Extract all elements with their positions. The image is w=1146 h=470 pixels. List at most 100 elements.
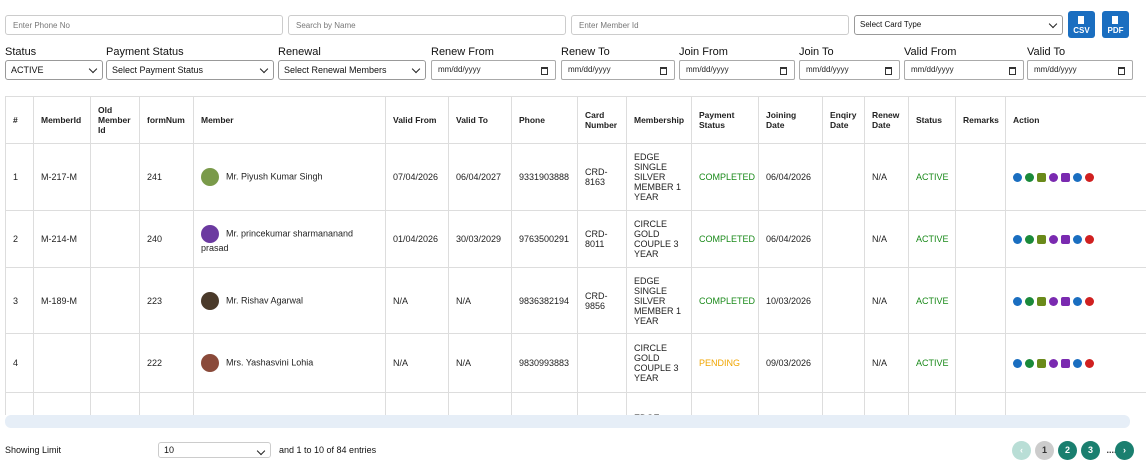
page-button[interactable]: .... [1106, 445, 1117, 455]
column-header: Valid To [448, 96, 512, 144]
action-icon[interactable] [1049, 235, 1058, 245]
action-icon[interactable] [1013, 235, 1022, 245]
table-cell: N/A [864, 267, 909, 334]
table-cell: 240 [139, 210, 194, 268]
table-cell: 3 [5, 267, 34, 334]
table-cell [691, 392, 759, 415]
filter-select[interactable]: Select Payment Status [106, 60, 274, 80]
column-header: Membership [626, 96, 692, 144]
column-header: Old Member Id [90, 96, 140, 144]
date-input[interactable]: mm/dd/yyyy [1027, 60, 1133, 80]
table-cell: 10/03/2026 [758, 267, 823, 334]
table-cell: CIRCLE GOLD COUPLE 3 YEAR [626, 210, 692, 268]
action-icon[interactable] [1061, 235, 1070, 245]
filter-label: Status [5, 46, 37, 58]
action-icon[interactable] [1073, 359, 1082, 369]
table-cell: 2 [5, 210, 34, 268]
cell-text: 3 [13, 295, 19, 306]
table-container: # MemberId Old Member Id formNum Member Valid… [5, 96, 1146, 415]
table-cell [822, 143, 865, 211]
phone-input[interactable]: Enter Phone No [5, 15, 283, 35]
action-cell [1005, 267, 1146, 334]
date-input[interactable]: mm/dd/yyyy [799, 60, 900, 80]
action-icon[interactable] [1073, 235, 1082, 245]
member-name: Mr. princekumar sharmananand prasad [201, 228, 354, 253]
action-icon[interactable] [1037, 173, 1046, 183]
table-cell: N/A [448, 333, 512, 393]
action-icon[interactable] [1025, 296, 1034, 306]
action-icon[interactable] [1073, 296, 1082, 306]
action-icon[interactable] [1085, 235, 1094, 245]
table-cell: M-214-M [33, 210, 91, 268]
action-icon[interactable] [1061, 173, 1070, 183]
cell-text: N/A [872, 358, 888, 368]
table-cell: CIRCLE GOLD COUPLE 3 YEAR [626, 333, 692, 393]
action-icon[interactable] [1061, 296, 1070, 306]
action-icon[interactable] [1013, 296, 1022, 306]
cell-text: 2 [13, 234, 19, 244]
scrollbar[interactable] [5, 415, 1130, 428]
action-icon[interactable] [1049, 173, 1058, 183]
table-cell: 9830993883 [511, 333, 578, 393]
cell-text: M-217-M [41, 172, 78, 182]
pdf-button[interactable]: PDF [1102, 11, 1129, 38]
next-page[interactable]: › [1115, 441, 1134, 460]
members-table: # MemberId Old Member Id formNum Member Valid… [5, 96, 1146, 415]
card-type-select[interactable]: Select Card Type [854, 15, 1063, 35]
action-icon[interactable] [1049, 359, 1058, 369]
table-cell [90, 333, 140, 393]
cell-text: ACTIVE [916, 358, 949, 368]
action-icon[interactable] [1037, 359, 1046, 369]
action-icon[interactable] [1037, 235, 1046, 245]
date-input[interactable]: mm/dd/yyyy [904, 60, 1024, 80]
cell-text: N/A [872, 295, 888, 306]
action-icon[interactable] [1085, 359, 1094, 369]
cell-text: N/A [393, 295, 409, 306]
filter-select[interactable]: Select Renewal Members [278, 60, 426, 80]
table-cell: M-217-M [33, 143, 91, 211]
action-icon[interactable] [1037, 296, 1046, 306]
page-button[interactable]: 1 [1035, 441, 1054, 460]
table-cell [511, 392, 578, 415]
date-input[interactable]: mm/dd/yyyy [561, 60, 675, 80]
cell-text: 1 [13, 172, 19, 182]
action-icon[interactable] [1025, 235, 1034, 245]
page-button[interactable]: 2 [1058, 441, 1077, 460]
table-cell [955, 392, 1006, 415]
action-icon[interactable] [1061, 359, 1070, 369]
action-icon[interactable] [1025, 173, 1034, 183]
action-icon[interactable] [1049, 296, 1058, 306]
column-header: Renew Date [864, 96, 909, 144]
prev-page[interactable]: ‹ [1012, 441, 1031, 460]
table-cell [955, 333, 1006, 393]
table-cell: ACTIVE [908, 143, 956, 211]
column-header: Enqiry Date [822, 96, 865, 144]
action-icon[interactable] [1013, 359, 1022, 369]
date-input[interactable]: mm/dd/yyyy [431, 60, 556, 80]
date-input[interactable]: mm/dd/yyyy [679, 60, 795, 80]
cell-text: 07/04/2026 [393, 172, 439, 182]
cell-text: CIRCLE GOLD COUPLE 3 YEAR [634, 219, 679, 259]
limit-select[interactable]: 10 [158, 442, 271, 458]
action-icon[interactable] [1013, 173, 1022, 183]
table-row: CRD- EDGE SILVER [5, 392, 1146, 415]
action-icon[interactable] [1073, 173, 1082, 183]
action-icon[interactable] [1025, 359, 1034, 369]
filter-select[interactable]: ACTIVE [5, 60, 103, 80]
column-header: Card Number [577, 96, 627, 144]
table-cell: 07/04/2026 [385, 143, 449, 211]
cell-text: 240 [147, 234, 163, 244]
member-id-input[interactable]: Enter Member Id [571, 15, 849, 35]
table-cell: 223 [139, 267, 194, 334]
csv-button[interactable]: CSV [1068, 11, 1095, 38]
filter-label: Renewal [278, 46, 321, 58]
page-button[interactable]: 3 [1081, 441, 1100, 460]
action-icon[interactable] [1085, 173, 1094, 183]
table-cell: 01/04/2026 [385, 210, 449, 268]
action-icon[interactable] [1085, 296, 1094, 306]
table-cell: 09/03/2026 [758, 333, 823, 393]
table-cell [33, 392, 91, 415]
name-input[interactable]: Search by Name [288, 15, 566, 35]
table-cell: EDGE SINGLE SILVER MEMBER 1 YEAR [626, 143, 692, 211]
